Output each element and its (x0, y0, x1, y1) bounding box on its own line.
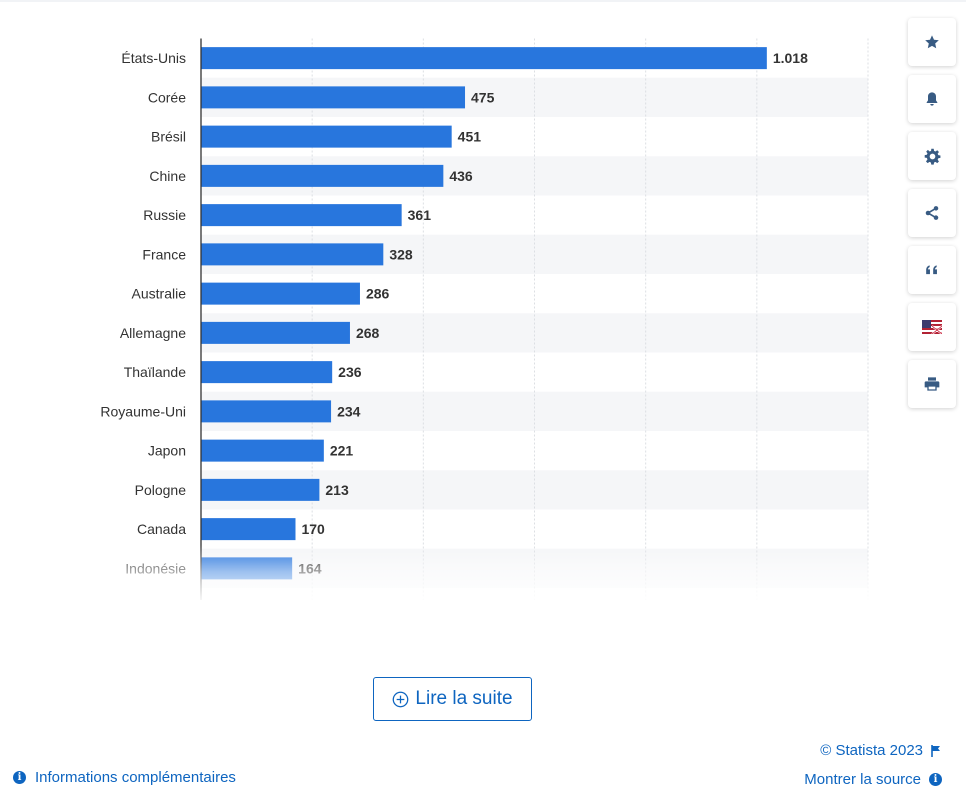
bar (201, 243, 384, 266)
category-label: États-Unis (121, 50, 186, 66)
report-flag-icon (931, 744, 940, 757)
bell-icon (926, 92, 938, 106)
category-label: Pologne (135, 482, 187, 498)
data-label: 328 (389, 246, 413, 262)
bar (201, 321, 350, 344)
data-label: 170 (301, 521, 325, 537)
read-more-label: Lire la suite (415, 688, 513, 709)
show-source-label: Montrer la source (804, 771, 921, 788)
print-button[interactable] (908, 360, 956, 408)
star-icon (925, 35, 939, 49)
additional-info-label: Informations complémentaires (35, 769, 236, 786)
data-label: 436 (449, 168, 473, 184)
plus-circle-icon (393, 691, 409, 707)
category-label: France (142, 246, 186, 262)
category-label: Chine (149, 168, 186, 184)
data-label: 475 (471, 89, 495, 105)
show-source-link[interactable]: Montrer la source i (804, 771, 942, 788)
read-more-button[interactable]: Lire la suite (373, 677, 532, 721)
cite-button[interactable] (908, 246, 956, 294)
print-icon (924, 377, 940, 391)
notification-button[interactable] (908, 75, 956, 123)
info-icon: i (13, 771, 26, 784)
data-label: 213 (325, 482, 349, 498)
favorite-button[interactable] (908, 18, 956, 66)
category-label: Corée (148, 89, 186, 105)
category-label: Australie (132, 286, 187, 302)
data-label: 268 (356, 325, 380, 341)
share-button[interactable] (908, 189, 956, 237)
category-label: Brésil (151, 129, 186, 145)
category-label: Indonésie (125, 560, 186, 576)
data-label: 451 (458, 129, 482, 145)
data-label: 236 (338, 364, 362, 380)
settings-button[interactable] (908, 132, 956, 180)
bar (201, 400, 332, 423)
copyright-link[interactable]: © Statista 2023 (820, 742, 941, 759)
bar (201, 361, 333, 384)
category-label: Allemagne (120, 325, 186, 341)
bar (201, 164, 444, 187)
info-icon: i (929, 773, 942, 786)
additional-info-link[interactable]: i Informations complémentaires (13, 769, 236, 786)
data-label: 361 (408, 207, 432, 223)
bar (201, 518, 296, 541)
bar (201, 125, 452, 148)
data-label: 164 (298, 560, 322, 576)
copyright-label: © Statista 2023 (820, 742, 923, 759)
bar (201, 282, 360, 305)
data-label: 221 (330, 443, 354, 459)
bar-chart: 1.018 États-Unis 475 Corée 451 Brésil 436 Chine… (100, 38, 869, 600)
bar (201, 439, 324, 462)
category-label: Royaume-Uni (100, 403, 186, 419)
share-icon (925, 206, 939, 220)
category-label: Russie (143, 207, 186, 223)
gear-icon (924, 148, 940, 165)
chart-toolbar (908, 18, 956, 417)
category-label: Canada (137, 521, 186, 537)
category-label: Japon (148, 443, 186, 459)
flag-icon (922, 320, 942, 334)
top-divider (0, 0, 966, 2)
quote-icon (926, 265, 937, 275)
data-label: 1.018 (773, 50, 808, 66)
language-button[interactable] (908, 303, 956, 351)
bar (201, 86, 466, 109)
category-label: Thaïlande (124, 364, 186, 380)
data-label: 234 (337, 403, 361, 419)
data-label: 286 (366, 286, 390, 302)
bar (201, 47, 767, 70)
bar (201, 478, 320, 501)
bar (201, 557, 293, 580)
bar (201, 204, 402, 227)
